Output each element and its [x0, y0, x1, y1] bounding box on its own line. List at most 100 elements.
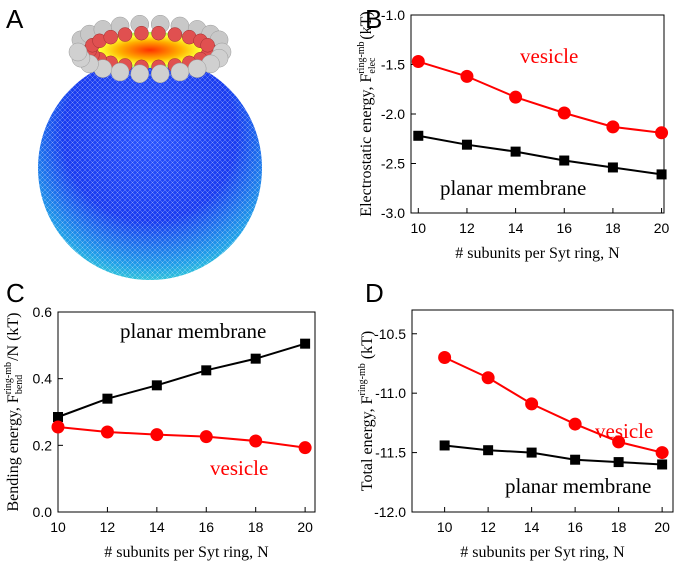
point: [201, 365, 212, 376]
plot-frame: [411, 309, 674, 513]
x-tick-label: 12: [459, 220, 475, 236]
point: [250, 353, 261, 364]
y-tick-label: -3.0: [381, 205, 405, 221]
vesicle-illustration: [38, 14, 262, 280]
x-tick-label: 20: [654, 519, 670, 535]
y-tick-label: -11.5: [375, 445, 406, 461]
y-tick-label: -12.0: [374, 504, 406, 520]
point: [568, 417, 582, 431]
point: [298, 441, 312, 455]
point: [570, 454, 581, 465]
point: [151, 380, 162, 391]
panel-label: C: [6, 278, 25, 308]
point: [559, 155, 570, 166]
point: [525, 397, 539, 411]
series-annotation: vesicle: [210, 456, 268, 480]
x-tick-label: 18: [611, 519, 627, 535]
y-label-end: /N (kT): [5, 312, 22, 360]
y-tick-label: 0.4: [33, 371, 53, 387]
point: [439, 440, 450, 451]
x-axis-label: # subunits per Syt ring, N: [460, 544, 625, 561]
y-tick-label: 0.2: [33, 437, 53, 453]
panel-label: D: [365, 278, 384, 308]
y-tick-label: -2.0: [381, 106, 405, 122]
y-label-main: Electrostatic energy, F: [358, 74, 375, 217]
series-annotation: vesicle: [595, 419, 653, 443]
y-tick-label: -1.5: [381, 57, 405, 73]
point: [509, 90, 523, 104]
red-sphere: [103, 29, 118, 45]
point: [413, 130, 424, 141]
gray-sphere: [150, 64, 170, 84]
x-axis-label: # subunits per Syt ring, N: [455, 245, 620, 262]
y-axis-label: Bending energy, Fring-mbbend/N (kT): [3, 312, 25, 511]
gray-sphere: [187, 59, 207, 78]
point: [655, 446, 669, 460]
y-label-main: Bending energy, F: [5, 394, 22, 511]
y-tick-label: -2.5: [381, 156, 405, 172]
series-line: [418, 134, 662, 176]
point: [483, 445, 494, 456]
y-label-end: (kT): [359, 331, 376, 363]
red-sphere: [167, 27, 183, 42]
series-annotation: planar membrane: [505, 474, 651, 498]
y-tick-label: -10.5: [374, 326, 406, 342]
x-tick-label: 14: [524, 519, 540, 535]
panel-label: A: [6, 4, 24, 34]
x-tick-label: 14: [508, 220, 524, 236]
series-line: [57, 342, 306, 418]
y-axis-label: Electrostatic energy, Fring-mbelec (kT): [356, 11, 378, 216]
x-tick-label: 10: [50, 519, 66, 535]
x-tick-label: 20: [297, 519, 313, 535]
x-tick-label: 16: [198, 519, 214, 535]
x-tick-label: 12: [100, 519, 116, 535]
point: [51, 420, 65, 434]
point: [657, 459, 668, 470]
red-sphere: [200, 37, 215, 53]
x-tick-label: 20: [654, 220, 670, 236]
point: [249, 434, 263, 448]
point: [607, 162, 618, 173]
series-line: [418, 60, 662, 134]
point: [150, 428, 164, 442]
gray-sphere: [170, 62, 190, 82]
x-tick-label: 12: [480, 519, 496, 535]
series-annotation: vesicle: [520, 44, 578, 68]
point: [438, 351, 452, 365]
series-line: [57, 426, 306, 449]
point: [300, 338, 311, 349]
series-line: [444, 444, 663, 466]
red-sphere: [117, 27, 133, 42]
series-line: [444, 356, 663, 454]
x-tick-label: 14: [149, 519, 165, 535]
panel-label: B: [365, 4, 382, 34]
red-sphere: [151, 25, 166, 41]
point: [461, 139, 472, 150]
point: [102, 393, 113, 404]
point: [656, 169, 667, 180]
x-tick-label: 16: [567, 519, 583, 535]
point: [613, 457, 624, 468]
y-axis-label: Total energy, Fring-mb (kT): [357, 331, 376, 491]
y-label-end: (kT): [358, 11, 375, 43]
y-label-sup: ring-mb: [357, 363, 368, 395]
x-tick-label: 10: [411, 220, 427, 236]
series-annotation: planar membrane: [440, 176, 586, 200]
point: [481, 371, 495, 385]
gray-sphere: [68, 42, 88, 62]
x-tick-label: 18: [248, 519, 264, 535]
gray-sphere: [130, 64, 150, 84]
point: [460, 69, 474, 83]
y-tick-label: 0.0: [33, 504, 53, 520]
point: [199, 430, 213, 444]
point: [655, 126, 669, 140]
x-axis-label: # subunits per Syt ring, N: [104, 544, 269, 561]
point: [612, 435, 626, 449]
point: [411, 55, 425, 69]
y-label-sup: ring-mb: [3, 362, 14, 394]
gray-sphere: [110, 62, 130, 82]
point: [100, 425, 114, 439]
series-annotation: planar membrane: [120, 319, 266, 343]
y-label-sup: ring-mb: [356, 41, 367, 73]
